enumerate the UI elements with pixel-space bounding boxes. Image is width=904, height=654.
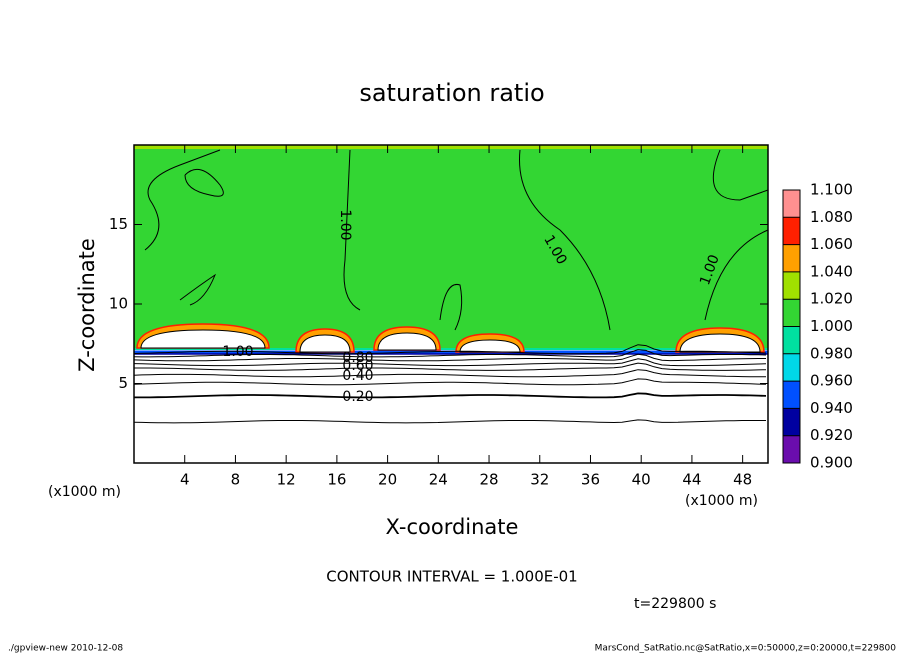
contour-line [133, 344, 767, 355]
contour-line [133, 378, 767, 386]
colorbar-label: 0.920 [810, 426, 853, 444]
contour-line [144, 149, 221, 251]
x-tick-label: 48 [733, 471, 752, 489]
top-fringe [134, 145, 768, 149]
colorbar-swatch [783, 353, 800, 382]
colorbar-label: 1.060 [810, 235, 853, 253]
y-tick-label: 15 [109, 215, 128, 233]
contour-line [184, 168, 224, 197]
contour-line [179, 273, 217, 306]
x-tick-label: 32 [530, 471, 549, 489]
colorbar-swatch [783, 299, 800, 327]
x-tick-label: 4 [180, 471, 190, 489]
contour-line [343, 149, 361, 311]
contour-label: 0.20 [342, 389, 373, 405]
contour-line [519, 149, 611, 331]
colorbar-swatch [783, 190, 800, 218]
colorbar-label: 0.940 [810, 399, 853, 417]
colorbar-swatch [783, 381, 800, 409]
colorbar-label: 1.020 [810, 290, 853, 308]
plot-area: 0.200.400.600.801.001.001.001.00 [133, 145, 769, 424]
y-tick-label: 10 [109, 295, 128, 313]
contour-line [133, 369, 766, 378]
x-tick-label: 12 [277, 471, 296, 489]
colorbar-swatch [783, 435, 800, 463]
colorbar-label: 0.960 [810, 372, 853, 390]
blob [377, 332, 437, 351]
contour-line [704, 229, 769, 321]
blob [299, 334, 351, 353]
contour-line [439, 283, 463, 331]
blob [459, 339, 521, 353]
colorbar-label: 0.980 [810, 344, 853, 362]
contour-line [133, 419, 766, 424]
colorbar-label: 0.900 [810, 454, 853, 472]
colorbar-swatch [783, 326, 800, 354]
contour-line [133, 349, 767, 358]
x-tick-label: 36 [581, 471, 600, 489]
colorbar-swatch [783, 244, 800, 272]
contour-label: 1.00 [222, 344, 253, 360]
contour-line [134, 392, 767, 399]
footer-left: ./gpview-new 2010-12-08 [8, 644, 123, 654]
x-unit-label: (x1000 m) [48, 484, 121, 500]
y-tick-label: 5 [118, 374, 128, 392]
contour-line [712, 149, 769, 201]
contour-label: 1.00 [337, 209, 353, 240]
colorbar-label: 1.000 [810, 317, 853, 335]
contour-line [133, 358, 767, 367]
x-tick-label: 28 [479, 471, 498, 489]
x-tick-label: 8 [231, 471, 241, 489]
x-tick-label: 24 [429, 471, 448, 489]
contour-line [133, 353, 766, 362]
x-tick-label: 44 [682, 471, 701, 489]
x-tick-label: 20 [378, 471, 397, 489]
chart-title: saturation ratio [359, 79, 544, 107]
contour-line [134, 362, 767, 371]
footer-right: MarsCond_SatRatio.nc@SatRatio,x=0:50000,… [595, 644, 897, 654]
contour-label: 0.40 [342, 368, 373, 384]
contour-label: 0.60 [342, 358, 373, 374]
contour-interval: CONTOUR INTERVAL = 1.000E-01 [326, 568, 577, 586]
colorbar-swatch [783, 408, 800, 436]
x-tick-label: 40 [632, 471, 651, 489]
colorbar-swatch [783, 271, 800, 300]
colorbar-label: 1.100 [810, 181, 853, 199]
colorbar-label: 1.040 [810, 262, 853, 280]
y-axis-label: Z-coordinate [75, 238, 99, 372]
time-label: t=229800 s [634, 596, 716, 612]
blob [140, 329, 266, 349]
field-fill [134, 145, 768, 350]
colorbar-label: 1.080 [810, 208, 853, 226]
colorbar-swatch [783, 217, 800, 245]
x-tick-label: 16 [327, 471, 346, 489]
x-unit-label: (x1000 m) [685, 493, 758, 509]
x-axis-label: X-coordinate [386, 515, 519, 539]
blob [679, 333, 761, 353]
contour-label: 0.80 [342, 350, 373, 366]
